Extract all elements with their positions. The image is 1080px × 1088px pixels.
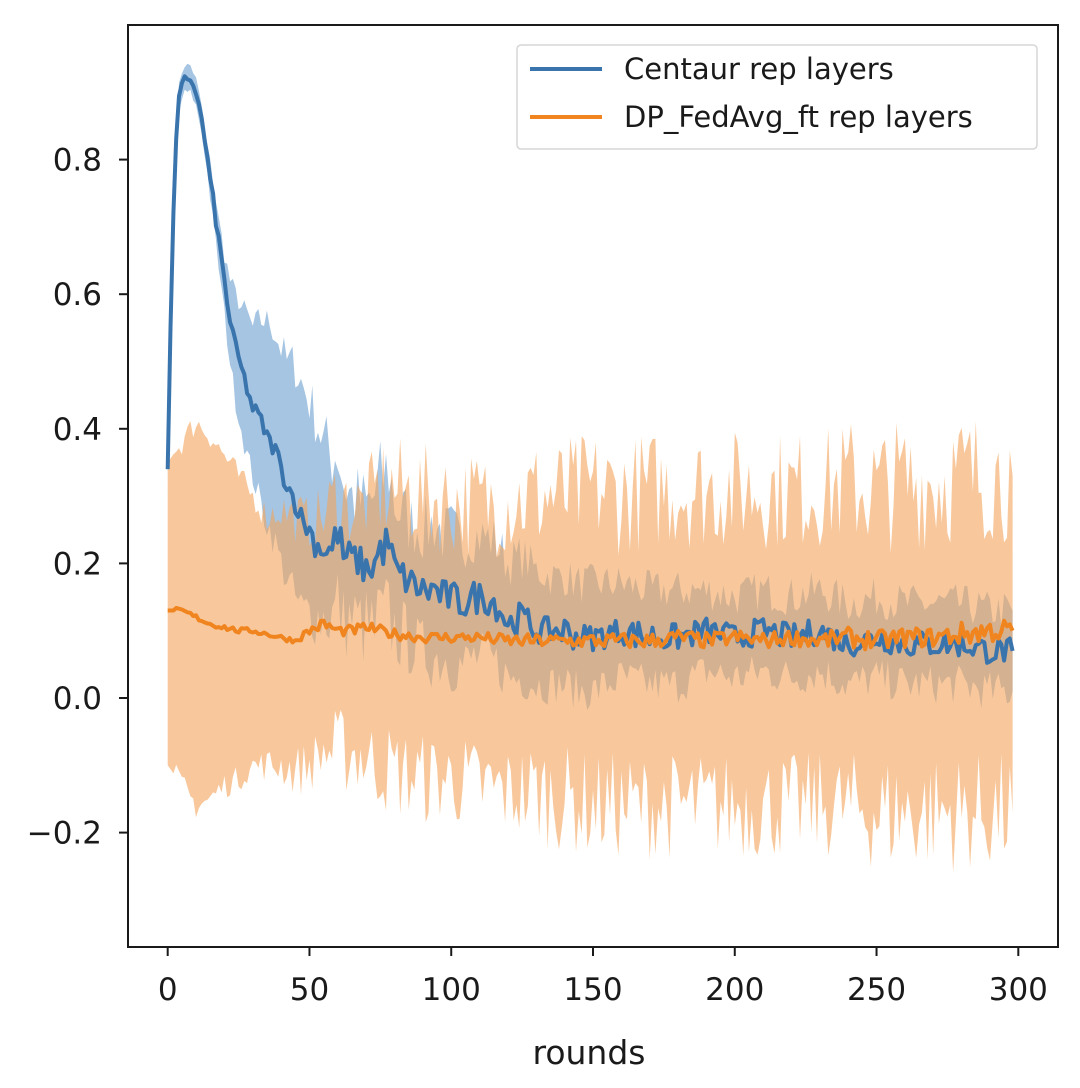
band-dp-fedavg-ft	[167, 421, 1013, 873]
y-tick-label: 0.8	[53, 143, 102, 179]
x-tick-label: 300	[989, 972, 1048, 1008]
y-tick-label: 0.0	[53, 681, 102, 717]
x-tick-label: 250	[847, 972, 906, 1008]
legend-entry-dp-fedavg-ft: DP_FedAvg_ft rep layers	[624, 100, 973, 134]
legend-box	[516, 44, 1038, 150]
x-axis-label: rounds	[532, 1033, 645, 1072]
legend-entry-centaur: Centaur rep layers	[624, 52, 894, 86]
x-tick-label: 50	[290, 972, 329, 1008]
x-tick-label: 150	[563, 972, 622, 1008]
legend: Centaur rep layers DP_FedAvg_ft rep laye…	[516, 44, 1038, 150]
y-tick-label: 0.4	[53, 412, 102, 448]
x-tick-label: 100	[422, 972, 481, 1008]
x-tick-label: 0	[158, 972, 178, 1008]
mean-lines	[165, 74, 1015, 665]
y-tick-label: −0.2	[27, 816, 102, 852]
x-tick-label: 200	[705, 972, 764, 1008]
y-tick-label: 0.2	[53, 546, 102, 582]
x-axis-ticks: 0 50 100 150 200 250 300	[158, 947, 1048, 1008]
line-dp-fedavg-ft	[167, 606, 1015, 652]
y-axis-ticks: −0.2 0.0 0.2 0.4 0.6 0.8	[27, 143, 128, 852]
y-tick-label: 0.6	[53, 277, 102, 313]
line-centaur	[165, 74, 1015, 665]
confidence-bands	[167, 63, 1013, 873]
